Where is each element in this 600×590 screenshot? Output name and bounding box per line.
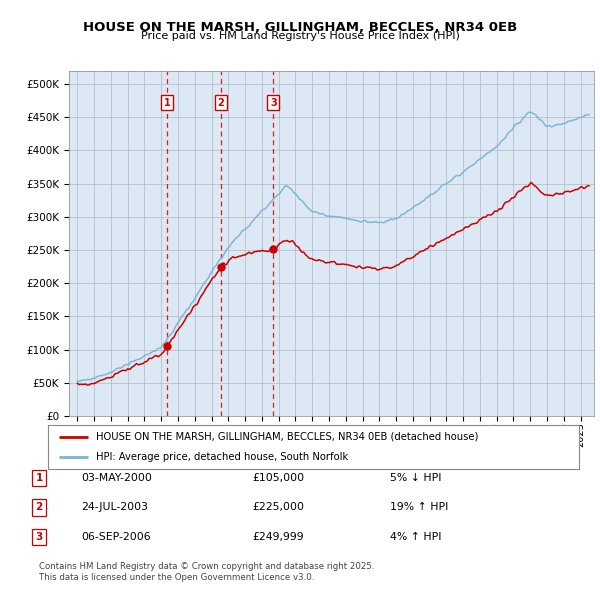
Text: 06-SEP-2006: 06-SEP-2006 bbox=[81, 532, 151, 542]
Text: 3: 3 bbox=[270, 98, 277, 107]
Text: 2: 2 bbox=[35, 503, 43, 512]
Text: 2: 2 bbox=[218, 98, 224, 107]
Text: Price paid vs. HM Land Registry's House Price Index (HPI): Price paid vs. HM Land Registry's House … bbox=[140, 31, 460, 41]
Text: HPI: Average price, detached house, South Norfolk: HPI: Average price, detached house, Sout… bbox=[96, 452, 348, 462]
Text: £249,999: £249,999 bbox=[252, 532, 304, 542]
Text: 1: 1 bbox=[164, 98, 170, 107]
Text: 03-MAY-2000: 03-MAY-2000 bbox=[81, 473, 152, 483]
Text: £225,000: £225,000 bbox=[252, 503, 304, 512]
Text: 4% ↑ HPI: 4% ↑ HPI bbox=[390, 532, 442, 542]
Text: 1: 1 bbox=[35, 473, 43, 483]
Text: 3: 3 bbox=[35, 532, 43, 542]
Text: £105,000: £105,000 bbox=[252, 473, 304, 483]
Text: 19% ↑ HPI: 19% ↑ HPI bbox=[390, 503, 448, 512]
Text: HOUSE ON THE MARSH, GILLINGHAM, BECCLES, NR34 0EB: HOUSE ON THE MARSH, GILLINGHAM, BECCLES,… bbox=[83, 21, 517, 34]
Text: 24-JUL-2003: 24-JUL-2003 bbox=[81, 503, 148, 512]
Text: HOUSE ON THE MARSH, GILLINGHAM, BECCLES, NR34 0EB (detached house): HOUSE ON THE MARSH, GILLINGHAM, BECCLES,… bbox=[96, 432, 478, 442]
Text: This data is licensed under the Open Government Licence v3.0.: This data is licensed under the Open Gov… bbox=[39, 573, 314, 582]
Text: Contains HM Land Registry data © Crown copyright and database right 2025.: Contains HM Land Registry data © Crown c… bbox=[39, 562, 374, 571]
Text: 5% ↓ HPI: 5% ↓ HPI bbox=[390, 473, 442, 483]
